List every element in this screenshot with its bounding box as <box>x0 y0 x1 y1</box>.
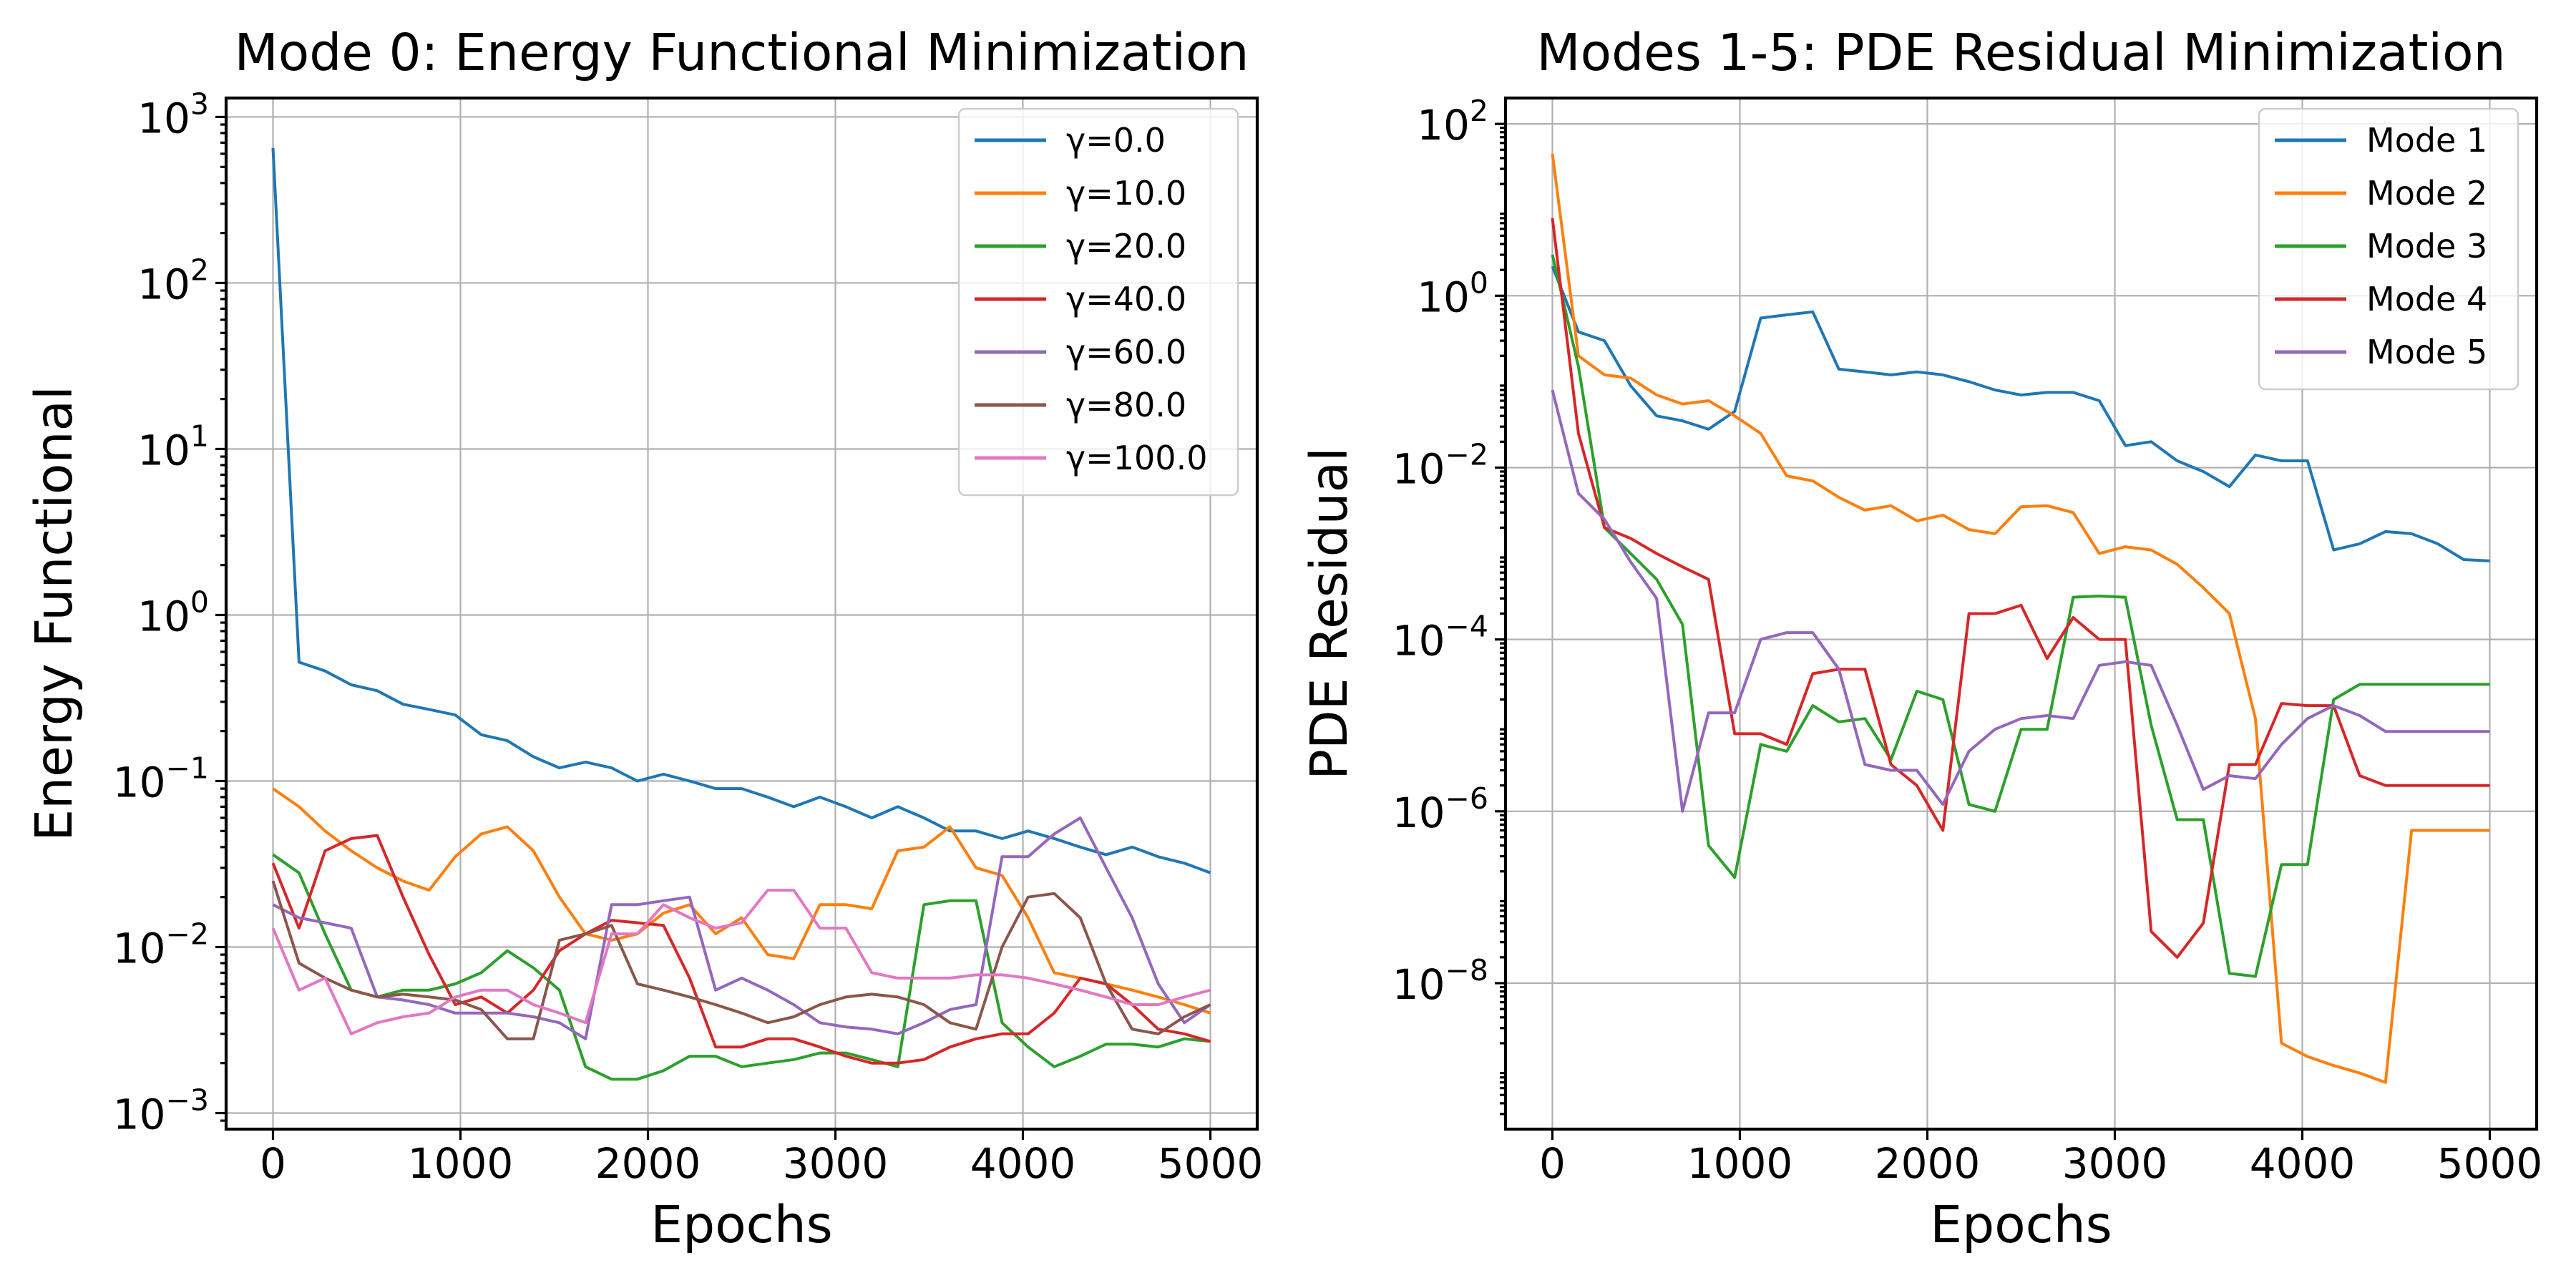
y-tick-base: 10 <box>1417 273 1470 321</box>
y-tick-label: 10−4 <box>1392 610 1488 665</box>
y-tick-exponent: −6 <box>1445 781 1488 816</box>
legend-label-7: γ=100.0 <box>1066 439 1207 477</box>
series-line-6 <box>271 880 1211 1040</box>
y-tick-label: 102 <box>137 253 209 308</box>
y-tick-label: 10−2 <box>1392 437 1488 493</box>
y-tick-label: 100 <box>137 585 209 640</box>
y-tick-label: 100 <box>1417 265 1488 321</box>
legend-label-2: γ=10.0 <box>1066 174 1186 213</box>
series-group <box>271 147 1211 1081</box>
axes-frame <box>224 96 1259 1131</box>
y-tick-base: 10 <box>1392 960 1445 1009</box>
x-tick-label: 1000 <box>408 1139 514 1188</box>
y-tick-base: 10 <box>1417 101 1470 150</box>
series-line-3 <box>272 853 1211 1081</box>
chart-panel-2: 0 1000 2000 3000 4000 500010−810−610−410−2100… <box>1299 23 2542 1254</box>
y-tick-base: 10 <box>137 592 190 640</box>
legend-frame <box>957 107 1239 497</box>
y-tick-exponent: 1 <box>190 419 209 453</box>
x-tick-label: 0 <box>1539 1139 1566 1188</box>
series-line-2 <box>272 787 1211 1015</box>
legend-label-5: γ=60.0 <box>1066 333 1186 371</box>
y-tick-exponent: −3 <box>166 1083 209 1118</box>
x-tick-label: 5000 <box>2437 1139 2543 1188</box>
y-tick-base: 10 <box>113 758 166 806</box>
x-tick-label: 2000 <box>595 1139 701 1188</box>
chart-panel-1: 0 1000 2000 3000 4000 500010−310−210−11001011… <box>24 23 1263 1254</box>
y-tick-exponent: −2 <box>1445 437 1488 472</box>
x-tick-label: 2000 <box>1875 1139 1981 1188</box>
legend-label-2: Mode 2 <box>2366 174 2487 213</box>
y-tick-base: 10 <box>137 426 190 474</box>
series-line-7 <box>271 889 1211 1035</box>
chart-title: Modes 1-5: PDE Residual Minimization <box>1536 23 2505 82</box>
y-tick-exponent: −4 <box>1445 610 1488 644</box>
y-tick-base: 10 <box>1392 444 1445 493</box>
legend-label-6: γ=80.0 <box>1066 386 1186 424</box>
y-tick-label: 10−2 <box>113 917 209 973</box>
x-tick-label: 3000 <box>783 1139 889 1188</box>
y-tick-exponent: −1 <box>166 751 209 785</box>
y-tick-label: 102 <box>1417 94 1488 150</box>
y-tick-label: 103 <box>137 87 209 142</box>
series-line-2 <box>1551 153 2490 1084</box>
chart-title: Mode 0: Energy Functional Minimization <box>235 23 1249 82</box>
series-line-1 <box>1551 265 2490 562</box>
y-tick-exponent: −2 <box>166 917 209 952</box>
y-tick-base: 10 <box>1392 617 1445 665</box>
series-line-5 <box>272 816 1211 1040</box>
y-tick-base: 10 <box>113 1091 166 1139</box>
legend-label-5: Mode 5 <box>2366 333 2487 371</box>
series-line-4 <box>271 834 1211 1065</box>
y-tick-exponent: 0 <box>190 585 209 619</box>
y-tick-base: 10 <box>137 260 190 308</box>
x-tick-label: 4000 <box>2250 1139 2356 1188</box>
x-axis-label: Epochs <box>650 1195 832 1254</box>
x-tick-label: 1000 <box>1687 1139 1793 1188</box>
x-tick-label: 5000 <box>1158 1139 1264 1188</box>
legend: γ=0.0 γ=10.0 γ=20.0 γ=40.0 γ=60.0 γ=80.0 γ=100… <box>957 107 1239 497</box>
x-tick-label: 3000 <box>2062 1139 2168 1188</box>
y-tick-exponent: 2 <box>1470 94 1488 128</box>
legend-label-3: γ=20.0 <box>1066 227 1186 265</box>
y-tick-exponent: −8 <box>1445 953 1488 987</box>
legend-label-4: Mode 4 <box>2366 280 2487 318</box>
y-tick-label: 10−1 <box>113 751 209 806</box>
legend-label-4: γ=40.0 <box>1066 280 1186 318</box>
y-tick-base: 10 <box>113 924 166 973</box>
y-tick-exponent: 0 <box>1470 265 1488 300</box>
series-group <box>1551 153 2490 1084</box>
series-line-5 <box>1551 389 2490 813</box>
legend-label-3: Mode 3 <box>2366 227 2487 265</box>
x-tick-label: 4000 <box>970 1139 1076 1188</box>
y-axis-label: PDE Residual <box>1299 447 1359 780</box>
series-line-1 <box>271 147 1211 874</box>
y-tick-label: 10−8 <box>1392 953 1488 1009</box>
y-tick-label: 10−3 <box>113 1083 209 1139</box>
y-tick-label: 10−6 <box>1392 781 1488 837</box>
legend: Mode 1 Mode 2 Mode 3 Mode 4 Mode 5 <box>2258 107 2519 391</box>
series-line-3 <box>1551 254 2490 978</box>
y-tick-base: 10 <box>1392 789 1445 837</box>
y-tick-exponent: 3 <box>190 87 209 121</box>
y-tick-base: 10 <box>137 94 190 142</box>
y-tick-exponent: 2 <box>190 253 209 287</box>
x-tick-label: 0 <box>260 1139 286 1188</box>
legend-label-1: γ=0.0 <box>1066 121 1166 160</box>
x-axis-label: Epochs <box>1930 1195 2112 1254</box>
y-axis-label: Energy Functional <box>24 386 84 841</box>
legend-frame <box>2258 107 2519 391</box>
legend-label-1: Mode 1 <box>2366 121 2487 160</box>
y-tick-label: 101 <box>137 419 209 474</box>
